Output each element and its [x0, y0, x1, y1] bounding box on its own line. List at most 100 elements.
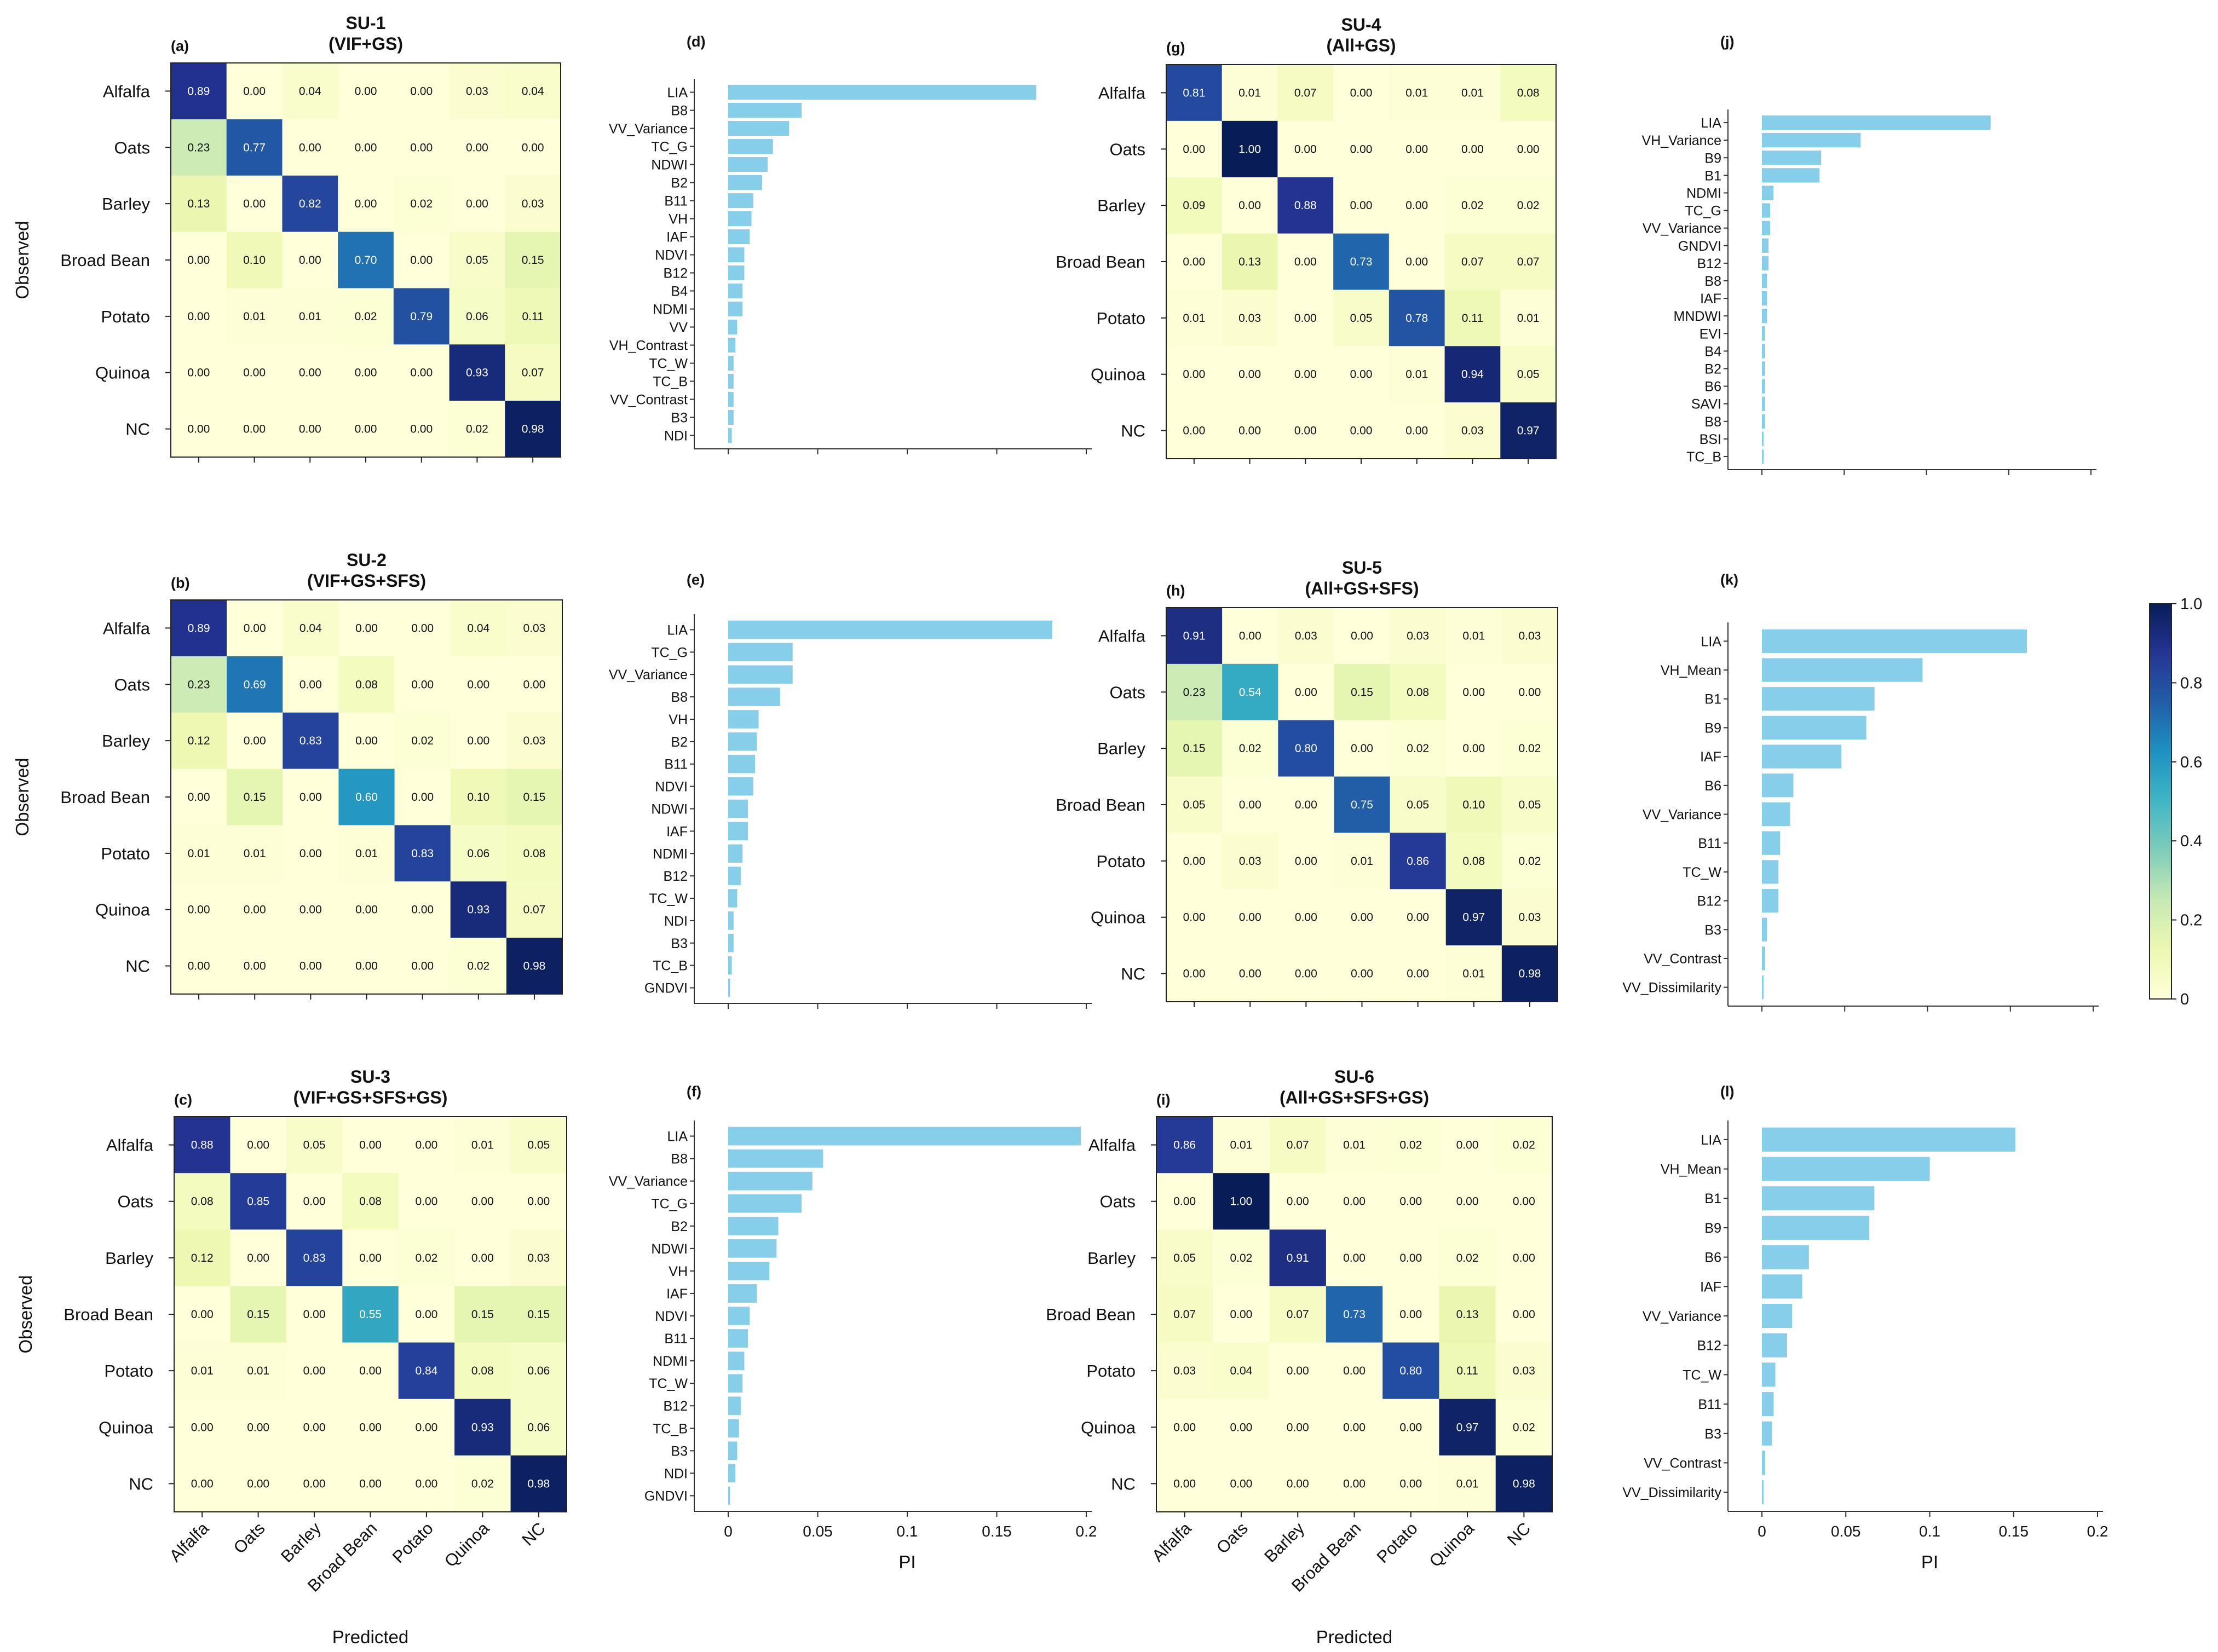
bar [728, 157, 768, 172]
cell-value: 0.01 [188, 847, 210, 860]
heatmap-cell [1222, 346, 1278, 403]
cell-value: 0.98 [522, 423, 544, 436]
bar [728, 1171, 813, 1191]
cell-value: 0.23 [188, 678, 210, 691]
heatmap-cell [1501, 663, 1558, 721]
heatmap-cell [1333, 65, 1390, 122]
bar-label: B2 [671, 1219, 688, 1234]
bar-label: B6 [1704, 379, 1721, 395]
heatmap-cell [1495, 1455, 1553, 1512]
cell-value: 0.01 [1343, 1139, 1366, 1152]
bar-label: BSI [1699, 432, 1721, 447]
heatmap-cell [1222, 177, 1278, 234]
heatmap-cell [1382, 1399, 1439, 1456]
bar [1762, 379, 1766, 394]
cell-value: 0.00 [1295, 911, 1317, 924]
heatmap-cell [1222, 290, 1278, 346]
cell-value: 0.85 [247, 1195, 269, 1208]
heatmap-cell [1390, 720, 1447, 777]
heatmap-cell [1501, 608, 1558, 665]
bar [728, 391, 734, 407]
heatmap-cell [1333, 120, 1390, 178]
chart-title: SU-4 [1341, 15, 1381, 34]
heatmap-cell [171, 119, 227, 176]
heatmap-cell [1278, 889, 1334, 946]
bar-label: B12 [664, 266, 688, 281]
heatmap-cell [449, 175, 505, 233]
bar-label: VV [670, 320, 688, 336]
heatmap-cell [342, 1286, 399, 1343]
cell-value: 0.02 [1230, 1252, 1252, 1264]
heatmap-cell [1269, 1173, 1327, 1230]
bar [1762, 1157, 1930, 1181]
cell-value: 0.01 [1405, 368, 1428, 381]
cell-value: 0.00 [303, 1195, 326, 1208]
cell-value: 0.00 [1456, 1139, 1479, 1152]
bar-label: TC_G [651, 645, 688, 660]
cell-value: 0.02 [1461, 199, 1484, 212]
cell-value: 0.00 [359, 1365, 382, 1377]
row-label: Broad Bean [60, 788, 150, 807]
cell-value: 0.07 [1173, 1308, 1196, 1321]
row-label: Alfalfa [103, 619, 151, 638]
bar [728, 193, 753, 209]
chart-title: SU-1 [346, 13, 386, 33]
cell-value: 0.00 [411, 678, 434, 691]
heatmap-cell [338, 63, 394, 120]
heatmap-cell [1444, 233, 1501, 290]
bar-label: B3 [1704, 1426, 1721, 1442]
cell-value: 0.03 [523, 735, 545, 747]
heatmap-cell [1166, 889, 1223, 946]
cell-value: 0.00 [467, 735, 489, 747]
heatmap-cell [174, 1455, 231, 1512]
heatmap-cell [1334, 663, 1391, 721]
bar-label: LIA [667, 1129, 688, 1145]
cell-value: 0.00 [466, 198, 488, 210]
cell-value: 0.03 [522, 198, 544, 210]
bar [1762, 888, 1779, 913]
bar [728, 688, 780, 706]
cell-value: 0.01 [243, 310, 266, 323]
y-axis-title: Observed [12, 221, 32, 299]
cell-value: 0.89 [188, 622, 210, 634]
cell-value: 0.00 [299, 678, 322, 691]
heatmap-cell [1269, 1399, 1327, 1456]
colorbar [2149, 603, 2172, 1000]
cell-value: 0.97 [1462, 911, 1485, 924]
heatmap-cell [1222, 608, 1278, 665]
heatmap-cell [1166, 65, 1223, 122]
heatmap-cell [171, 712, 227, 770]
heatmap-cell [393, 175, 450, 233]
heatmap-cell [286, 1173, 343, 1230]
chart-title: SU-2 [347, 550, 387, 570]
bar-label: B11 [664, 757, 688, 772]
heatmap-cell [174, 1229, 231, 1286]
bar-label: SAVI [1691, 397, 1721, 412]
heatmap-cell [398, 1399, 455, 1456]
bar-label: B8 [671, 690, 688, 705]
bar-label: B4 [1704, 344, 1721, 359]
cell-value: 0.00 [1351, 629, 1373, 642]
col-label: Alfalfa [165, 1518, 212, 1566]
bar [728, 1374, 743, 1393]
heatmap-cell [342, 1399, 399, 1456]
heatmap-cell [1213, 1117, 1270, 1174]
heatmap-cell [506, 881, 563, 938]
cell-value: 0.88 [1294, 199, 1317, 212]
cell-value: 0.13 [187, 198, 210, 210]
cell-value: 0.00 [191, 1308, 214, 1321]
cell-value: 0.98 [527, 1477, 550, 1490]
col-label: NC [518, 1518, 549, 1549]
bar [728, 1396, 741, 1416]
heatmap-cell [1277, 346, 1334, 403]
bar [728, 1419, 739, 1438]
cell-value: 0.08 [355, 678, 378, 691]
heatmap-cell [1269, 1229, 1327, 1286]
cell-value: 0.00 [411, 791, 434, 804]
heatmap-cell [1495, 1342, 1553, 1400]
cell-value: 0.00 [1183, 855, 1206, 868]
heatmap-cell [1500, 402, 1557, 459]
bar [728, 911, 734, 930]
bar-label: TC_G [1685, 204, 1721, 219]
bar-label: LIA [667, 85, 688, 101]
